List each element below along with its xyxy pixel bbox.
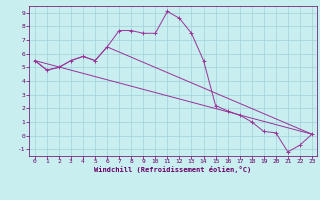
X-axis label: Windchill (Refroidissement éolien,°C): Windchill (Refroidissement éolien,°C)	[94, 166, 252, 173]
